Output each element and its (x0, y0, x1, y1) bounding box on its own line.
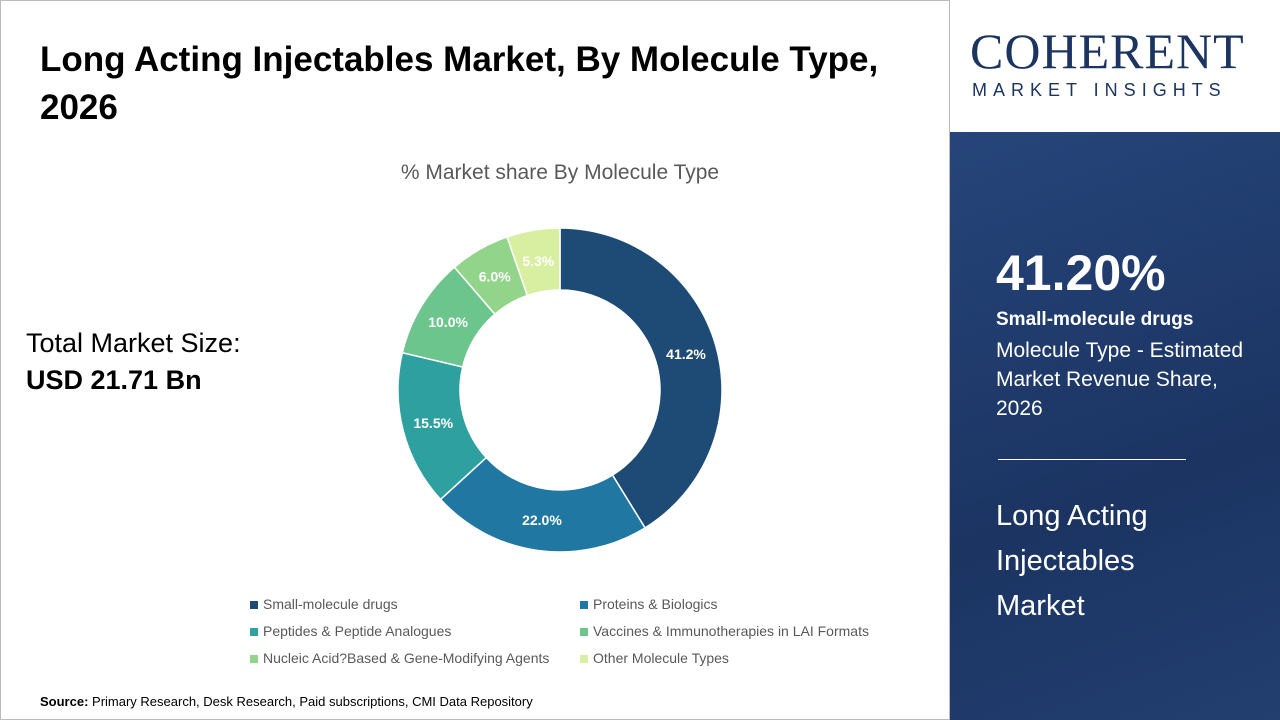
highlight-segment: Small-molecule drugs (996, 309, 1194, 330)
data-label: 10.0% (428, 314, 468, 330)
donut-slice (506, 227, 561, 297)
data-label: 6.0% (479, 268, 511, 284)
legend-label: Vaccines & Immunotherapies in LAI Format… (593, 623, 869, 639)
data-label: 5.3% (522, 253, 554, 269)
legend-swatch (580, 655, 588, 663)
legend-label: Small-molecule drugs (263, 596, 398, 612)
donut-slice (559, 227, 723, 529)
donut-chart: 41.2% 22.0% 15.5% 10.0% 6.0% 5.3% (397, 227, 723, 553)
source-label: Source: (40, 694, 89, 709)
highlight-description: Molecule Type - Estimated Market Revenue… (996, 339, 1244, 420)
total-label: Total Market Size: (26, 328, 241, 358)
highlight-percent: 41.20% (996, 245, 1166, 301)
legend-item: Other Molecule Types (580, 650, 729, 667)
data-label: 22.0% (522, 512, 562, 528)
legend-swatch (250, 628, 258, 636)
legend-label: Peptides & Peptide Analogues (263, 623, 452, 639)
legend-swatch (580, 601, 588, 609)
logo-tagline: MARKET INSIGHTS (972, 80, 1227, 100)
logo-brand: COHERENT (970, 23, 1245, 79)
legend-label: Nucleic Acid?Based & Gene-Modifying Agen… (263, 650, 550, 666)
legend-item: Proteins & Biologics (580, 596, 718, 613)
legend-label: Proteins & Biologics (593, 596, 718, 612)
legend-swatch (580, 628, 588, 636)
legend-item: Vaccines & Immunotherapies in LAI Format… (580, 623, 869, 640)
source-note: Source: Primary Research, Desk Research,… (40, 694, 533, 710)
legend-label: Other Molecule Types (593, 650, 729, 666)
chart-title: % Market share By Molecule Type (400, 161, 720, 184)
data-label: 41.2% (666, 346, 706, 362)
donut-slice (439, 456, 647, 553)
total-market-size: Total Market Size: USD 21.71 Bn (26, 325, 241, 399)
data-label: 15.5% (413, 415, 453, 431)
legend-item: Peptides & Peptide Analogues (250, 623, 451, 640)
legend-swatch (250, 601, 258, 609)
market-name: Long Acting Injectables Market (996, 500, 1148, 622)
legend-item: Nucleic Acid?Based & Gene-Modifying Agen… (250, 650, 549, 667)
total-value: USD 21.71 Bn (26, 365, 202, 395)
highlight-panel: 41.20% Small-molecule drugs Molecule Typ… (950, 132, 1280, 720)
page-title: Long Acting Injectables Market, By Molec… (40, 40, 879, 127)
logo: COHERENT MARKET INSIGHTS (950, 0, 1280, 132)
source-text: Primary Research, Desk Research, Paid su… (88, 694, 533, 709)
legend-item: Small-molecule drugs (250, 596, 398, 613)
divider (998, 459, 1186, 460)
legend-swatch (250, 655, 258, 663)
